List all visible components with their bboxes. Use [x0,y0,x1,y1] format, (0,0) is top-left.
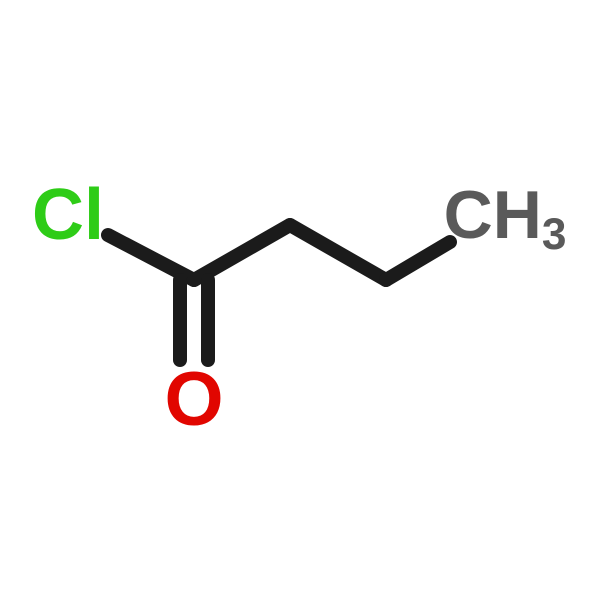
atom-label-ch3: CH3 [444,181,567,249]
molecule-canvas: Cl O CH3 [0,0,600,600]
atom-label-cl: Cl [32,179,104,251]
bond-layer [0,0,600,600]
atom-label-o: O [164,362,223,438]
